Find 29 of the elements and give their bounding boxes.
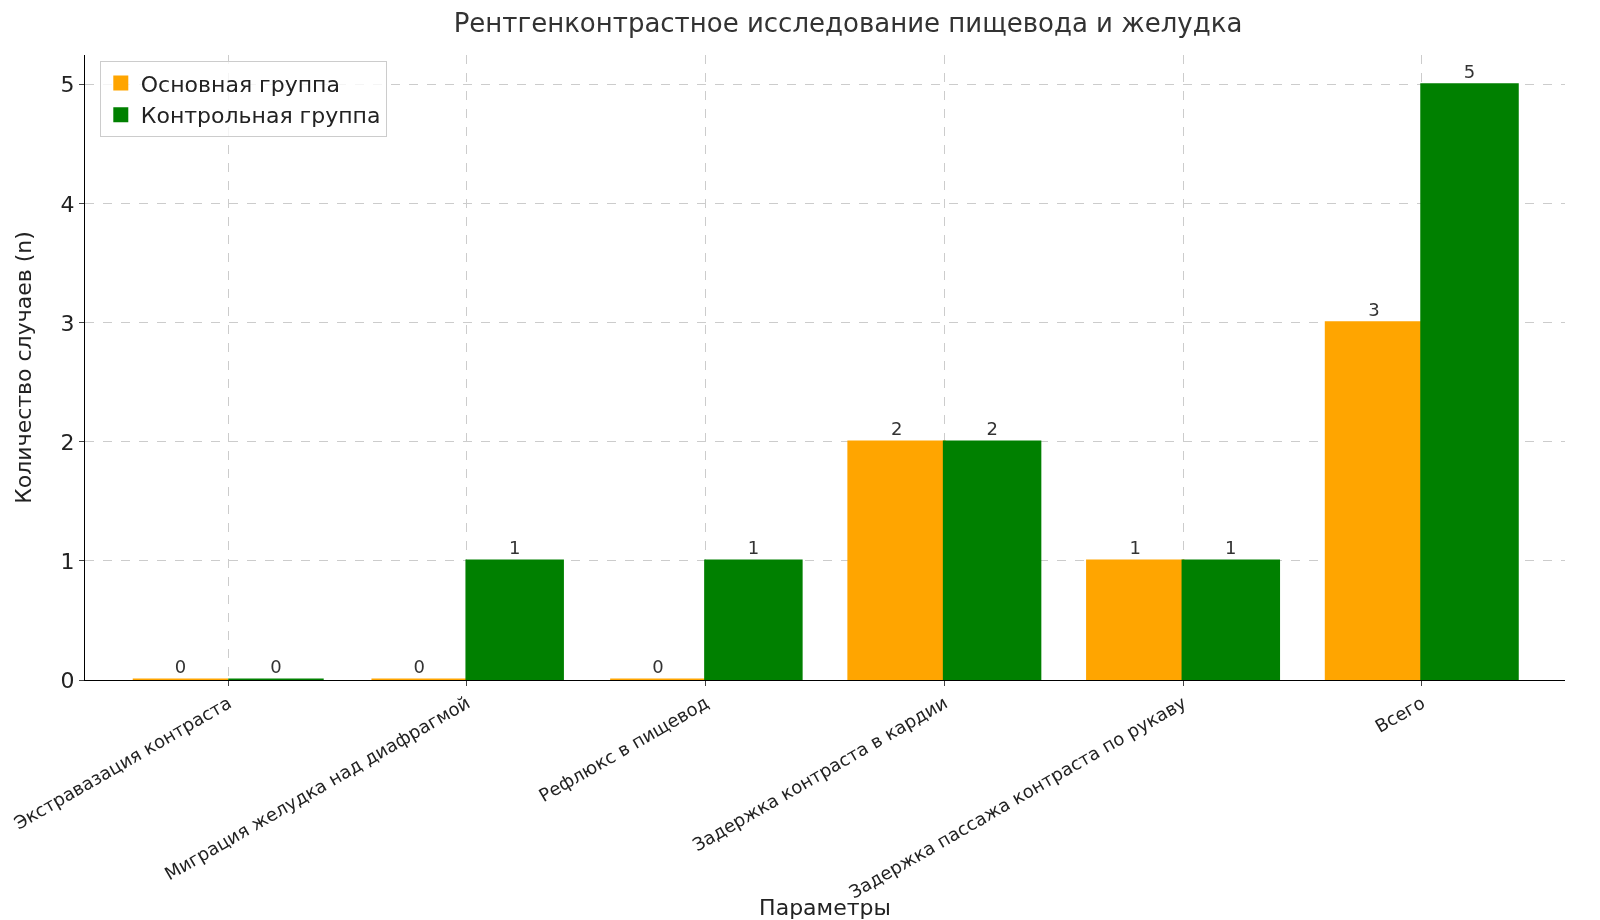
legend-label: Основная группа (140, 71, 340, 97)
y-axis-title: Количество случаев (n) (11, 231, 36, 504)
data-label: 0 (270, 656, 282, 677)
bar (1420, 83, 1519, 680)
data-label: 0 (413, 656, 425, 677)
data-label: 2 (890, 417, 903, 439)
bar (847, 440, 946, 680)
bar (1086, 559, 1185, 680)
y-tick-label: 5 (60, 72, 75, 98)
bar (1181, 559, 1281, 680)
legend-label: Контрольная группа (140, 103, 381, 129)
y-tick-label: 3 (60, 310, 75, 336)
data-label: 1 (747, 536, 760, 558)
data-label: 1 (1129, 536, 1142, 558)
data-label: 0 (174, 656, 187, 677)
data-label: 1 (1225, 536, 1237, 558)
y-tick-label: 2 (60, 429, 75, 455)
data-label: 1 (508, 536, 521, 558)
bar (704, 559, 803, 680)
bar (465, 559, 564, 680)
data-label: 5 (1463, 60, 1476, 82)
y-tick-label: 1 (60, 548, 75, 574)
bar (942, 440, 1042, 680)
y-tick-label: 4 (60, 191, 75, 217)
chart-title: Рентгенконтрастное исследование пищевода и желудка (453, 8, 1243, 38)
y-tick-label: 0 (60, 667, 75, 693)
data-label: 2 (986, 417, 998, 439)
data-label: 0 (652, 656, 664, 677)
data-label: 3 (1368, 298, 1380, 320)
